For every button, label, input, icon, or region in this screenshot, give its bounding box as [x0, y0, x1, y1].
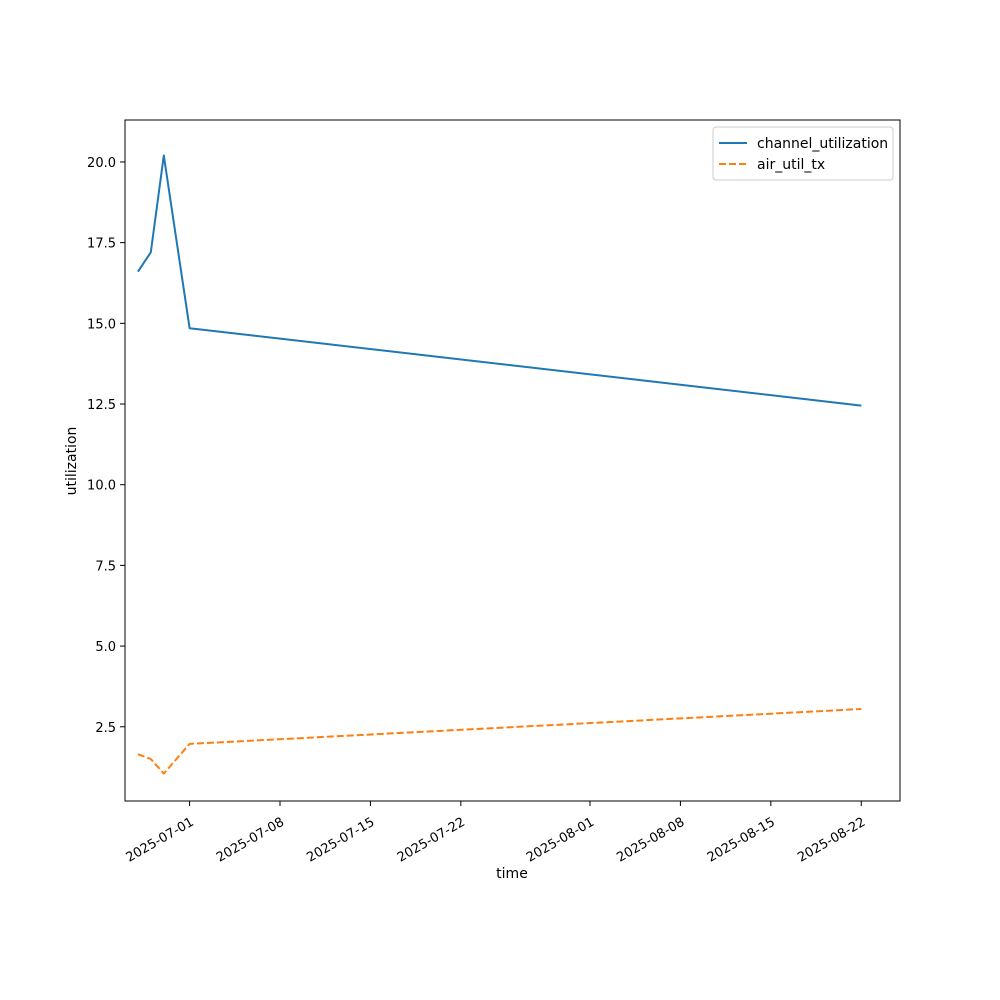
plot-area — [125, 120, 900, 801]
x-tick-label: 2025-07-08 — [214, 815, 287, 866]
y-tick-label: 7.5 — [95, 559, 116, 574]
legend-entry: channel_utilization — [757, 136, 888, 152]
x-tick-label: 2025-08-22 — [795, 815, 868, 866]
y-tick-label: 5.0 — [95, 640, 116, 655]
x-tick-label: 2025-08-08 — [614, 815, 687, 866]
legend-entry: air_util_tx — [757, 157, 825, 173]
x-tick-label: 2025-07-15 — [304, 815, 377, 866]
x-tick-label: 2025-08-15 — [705, 815, 778, 866]
series-line-channel_utilization — [137, 154, 862, 407]
y-axis-label: utilization — [64, 427, 80, 496]
y-tick-label: 12.5 — [87, 398, 116, 413]
y-tick-label: 20.0 — [87, 156, 116, 171]
plot-frame — [124, 119, 901, 802]
x-axis-label: time — [496, 866, 528, 882]
y-tick-label: 2.5 — [95, 721, 116, 736]
y-tick-label: 10.0 — [87, 479, 116, 494]
legend-box — [712, 126, 894, 181]
y-tick-label: 15.0 — [87, 317, 116, 332]
x-tick-label: 2025-07-22 — [395, 815, 468, 866]
legend: channel_utilization air_util_tx — [712, 126, 894, 181]
x-tick-label: 2025-08-01 — [524, 815, 597, 866]
y-tick-label: 17.5 — [87, 237, 116, 252]
series-line-air_util_tx — [137, 708, 862, 775]
x-tick-label: 2025-07-01 — [124, 815, 197, 866]
